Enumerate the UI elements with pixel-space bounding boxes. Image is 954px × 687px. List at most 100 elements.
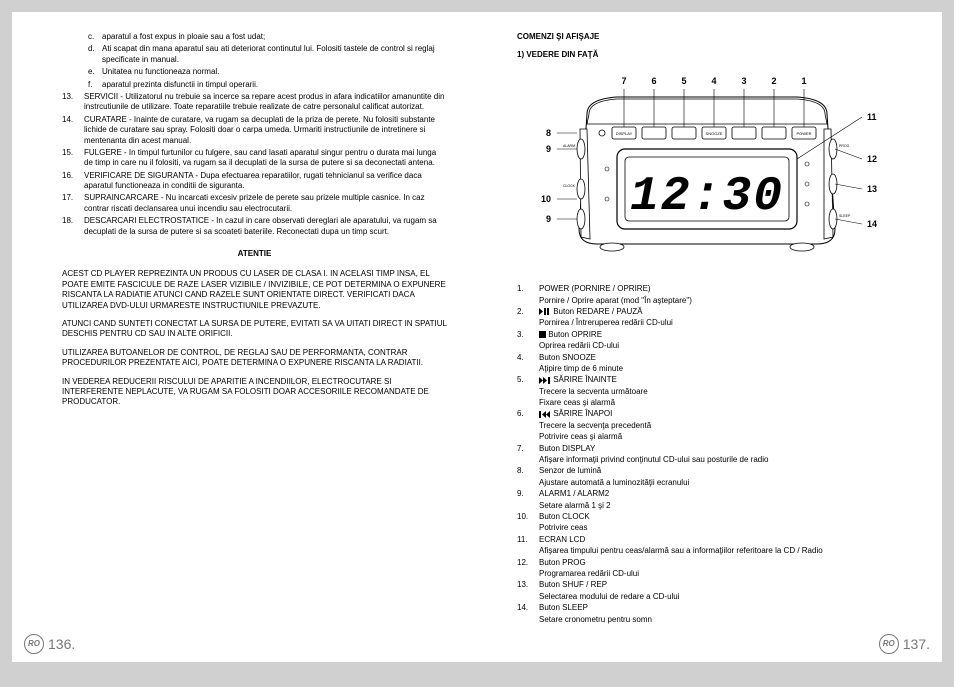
feature-description: Afişarea timpului pentru ceas/alarmă sau… bbox=[539, 546, 892, 556]
svg-text:POWER: POWER bbox=[796, 131, 811, 136]
feature-label: Buton CLOCK bbox=[539, 512, 892, 522]
feature-description: Setare cronometru pentru somn bbox=[539, 615, 892, 625]
manual-spread: c.aparatul a fost expus in ploaie sau a … bbox=[12, 12, 942, 662]
feature-description: Trecere la secvenţa precedentă bbox=[539, 421, 892, 431]
feature-label: SĂRIRE ÎNAPOI bbox=[539, 409, 892, 419]
feature-label: Buton OPRIRE bbox=[539, 330, 892, 340]
numbered-item: 16.VERIFICARE DE SIGURANTA - Dupa efectu… bbox=[62, 171, 447, 192]
lettered-item: c.aparatul a fost expus in ploaie sau a … bbox=[84, 32, 447, 42]
item-number: 17. bbox=[62, 193, 84, 214]
lettered-item: e.Unitatea nu functioneaza normal. bbox=[84, 67, 447, 77]
svg-text:1: 1 bbox=[801, 76, 806, 86]
item-text: Unitatea nu functioneaza normal. bbox=[102, 67, 447, 77]
item-text: CURATARE - Inainte de curatare, va rugam… bbox=[84, 115, 447, 146]
feature-number: 11. bbox=[517, 535, 539, 545]
item-text: aparatul a fost expus in ploaie sau a fo… bbox=[102, 32, 447, 42]
svg-text:9: 9 bbox=[546, 144, 551, 154]
front-view-diagram: DISPLAYSNOOZEPOWER12:3076543218910911121… bbox=[517, 69, 892, 272]
item-letter: c. bbox=[84, 32, 102, 42]
svg-text:12:30: 12:30 bbox=[630, 170, 784, 224]
feature-number: 6. bbox=[517, 409, 539, 419]
warning-paragraph: IN VEDEREA REDUCERII RISCULUI DE APARITI… bbox=[62, 377, 447, 408]
feature-label: Buton REDARE / PAUZĂ bbox=[539, 307, 892, 317]
feature-item: 2. Buton REDARE / PAUZĂ bbox=[517, 307, 892, 317]
numbered-item: 18.DESCARCARI ELECTROSTATICE - In cazul … bbox=[62, 216, 447, 237]
feature-number: 3. bbox=[517, 330, 539, 340]
ro-badge-icon: RO bbox=[879, 634, 899, 654]
feature-item: 8.Senzor de lumină bbox=[517, 466, 892, 476]
feature-number: 10. bbox=[517, 512, 539, 522]
feature-description: Potrivire ceas bbox=[539, 523, 892, 533]
svg-text:3: 3 bbox=[741, 76, 746, 86]
item-number: 13. bbox=[62, 92, 84, 113]
feature-description: Fixare ceas şi alarmă bbox=[539, 398, 892, 408]
lettered-list: c.aparatul a fost expus in ploaie sau a … bbox=[62, 32, 447, 90]
feature-label: Buton SLEEP bbox=[539, 603, 892, 613]
svg-text:13: 13 bbox=[867, 184, 877, 194]
item-text: DESCARCARI ELECTROSTATICE - In cazul in … bbox=[84, 216, 447, 237]
feature-number: 5. bbox=[517, 375, 539, 385]
lettered-item: d.Ati scapat din mana aparatul sau ati d… bbox=[84, 44, 447, 65]
svg-text:8: 8 bbox=[546, 128, 551, 138]
feature-label: Buton PROG bbox=[539, 558, 892, 568]
numbered-item: 13.SERVICII - Utilizatorul nu trebuie sa… bbox=[62, 92, 447, 113]
feature-description: Pornirea / Întreruperea redării CD-ului bbox=[539, 318, 892, 328]
subsection-title: 1) VEDERE DIN FAŢĂ bbox=[517, 50, 892, 60]
item-text: SUPRAINCARCARE - Nu incarcati excesiv pr… bbox=[84, 193, 447, 214]
svg-text:10: 10 bbox=[541, 194, 551, 204]
warning-paragraph: ACEST CD PLAYER REPREZINTA UN PRODUS CU … bbox=[62, 269, 447, 311]
item-letter: d. bbox=[84, 44, 102, 65]
feature-description: Potrivire ceas şi alarmă bbox=[539, 432, 892, 442]
item-text: FULGERE - In timpul furtunilor cu fulger… bbox=[84, 148, 447, 169]
feature-number: 13. bbox=[517, 580, 539, 590]
lettered-item: f.aparatul prezinta disfunctii in timpul… bbox=[84, 80, 447, 90]
svg-text:CLOCK: CLOCK bbox=[563, 184, 576, 188]
feature-label: Buton SNOOZE bbox=[539, 353, 892, 363]
svg-text:ALARM: ALARM bbox=[563, 144, 575, 148]
feature-description: Ajustare automată a luminozităţii ecranu… bbox=[539, 478, 892, 488]
feature-number: 4. bbox=[517, 353, 539, 363]
feature-number: 1. bbox=[517, 284, 539, 294]
feature-item: 13.Buton SHUF / REP bbox=[517, 580, 892, 590]
svg-text:11: 11 bbox=[867, 112, 877, 122]
feature-item: 4.Buton SNOOZE bbox=[517, 353, 892, 363]
page-badge-right: RO 137. bbox=[879, 634, 930, 654]
feature-label: Senzor de lumină bbox=[539, 466, 892, 476]
feature-item: 3. Buton OPRIRE bbox=[517, 330, 892, 340]
feature-label: SĂRIRE ÎNAINTE bbox=[539, 375, 892, 385]
feature-label: POWER (PORNIRE / OPRIRE) bbox=[539, 284, 892, 294]
svg-text:DISPLAY: DISPLAY bbox=[616, 131, 633, 136]
svg-text:PROG: PROG bbox=[839, 144, 850, 148]
feature-number: 12. bbox=[517, 558, 539, 568]
feature-item: 5. SĂRIRE ÎNAINTE bbox=[517, 375, 892, 385]
item-letter: e. bbox=[84, 67, 102, 77]
feature-description: Afişare informaţii privind conţinutul CD… bbox=[539, 455, 892, 465]
ro-badge-icon: RO bbox=[24, 634, 44, 654]
svg-text:7: 7 bbox=[621, 76, 626, 86]
page-badge-left: RO 136. bbox=[24, 634, 75, 654]
svg-text:SNOOZE: SNOOZE bbox=[706, 131, 723, 136]
svg-text:5: 5 bbox=[681, 76, 686, 86]
numbered-item: 15.FULGERE - In timpul furtunilor cu ful… bbox=[62, 148, 447, 169]
svg-text:14: 14 bbox=[867, 219, 877, 229]
svg-text:SLEEP: SLEEP bbox=[839, 214, 851, 218]
right-page: COMENZI ŞI AFIŞAJE 1) VEDERE DIN FAŢĂ DI… bbox=[477, 12, 942, 662]
warning-paragraph: UTILIZAREA BUTOANELOR DE CONTROL, DE REG… bbox=[62, 348, 447, 369]
item-text: aparatul prezinta disfunctii in timpul o… bbox=[102, 80, 447, 90]
feature-number: 9. bbox=[517, 489, 539, 499]
page-number-left: 136. bbox=[48, 635, 75, 653]
feature-item: 10.Buton CLOCK bbox=[517, 512, 892, 522]
feature-list: 1.POWER (PORNIRE / OPRIRE) Pornire / Opri… bbox=[517, 284, 892, 625]
feature-number: 8. bbox=[517, 466, 539, 476]
item-letter: f. bbox=[84, 80, 102, 90]
item-number: 15. bbox=[62, 148, 84, 169]
svg-text:9: 9 bbox=[546, 214, 551, 224]
feature-number: 7. bbox=[517, 444, 539, 454]
left-page: c.aparatul a fost expus in ploaie sau a … bbox=[12, 12, 477, 662]
numbered-list: 13.SERVICII - Utilizatorul nu trebuie sa… bbox=[62, 92, 447, 237]
feature-description: Pornire / Oprire aparat (mod "În aştepta… bbox=[539, 296, 892, 306]
feature-description: Setare alarmă 1 şi 2 bbox=[539, 501, 892, 511]
item-number: 14. bbox=[62, 115, 84, 146]
feature-item: 9.ALARM1 / ALARM2 bbox=[517, 489, 892, 499]
warning-paragraphs: ACEST CD PLAYER REPREZINTA UN PRODUS CU … bbox=[62, 269, 447, 407]
